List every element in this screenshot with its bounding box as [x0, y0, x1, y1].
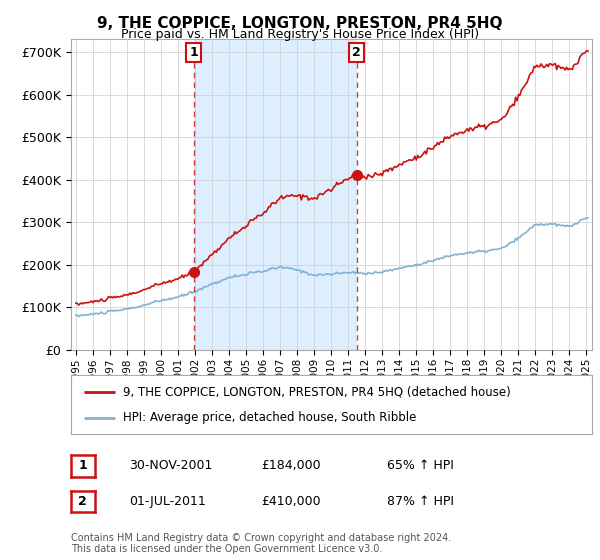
Text: 9, THE COPPICE, LONGTON, PRESTON, PR4 5HQ (detached house): 9, THE COPPICE, LONGTON, PRESTON, PR4 5H…: [123, 385, 511, 398]
Text: 65% ↑ HPI: 65% ↑ HPI: [387, 459, 454, 473]
Text: 9, THE COPPICE, LONGTON, PRESTON, PR4 5HQ: 9, THE COPPICE, LONGTON, PRESTON, PR4 5H…: [97, 16, 503, 31]
Text: 1: 1: [79, 459, 87, 473]
Text: HPI: Average price, detached house, South Ribble: HPI: Average price, detached house, Sout…: [123, 411, 416, 424]
Text: 2: 2: [79, 494, 87, 508]
Text: 30-NOV-2001: 30-NOV-2001: [129, 459, 212, 473]
Text: Price paid vs. HM Land Registry's House Price Index (HPI): Price paid vs. HM Land Registry's House …: [121, 28, 479, 41]
Text: £184,000: £184,000: [261, 459, 320, 473]
Text: £410,000: £410,000: [261, 494, 320, 508]
Bar: [194, 39, 357, 350]
Text: Contains HM Land Registry data © Crown copyright and database right 2024.
This d: Contains HM Land Registry data © Crown c…: [71, 533, 451, 554]
Text: 87% ↑ HPI: 87% ↑ HPI: [387, 494, 454, 508]
Text: 1: 1: [189, 46, 198, 59]
Text: 2: 2: [352, 46, 361, 59]
Text: 01-JUL-2011: 01-JUL-2011: [129, 494, 206, 508]
